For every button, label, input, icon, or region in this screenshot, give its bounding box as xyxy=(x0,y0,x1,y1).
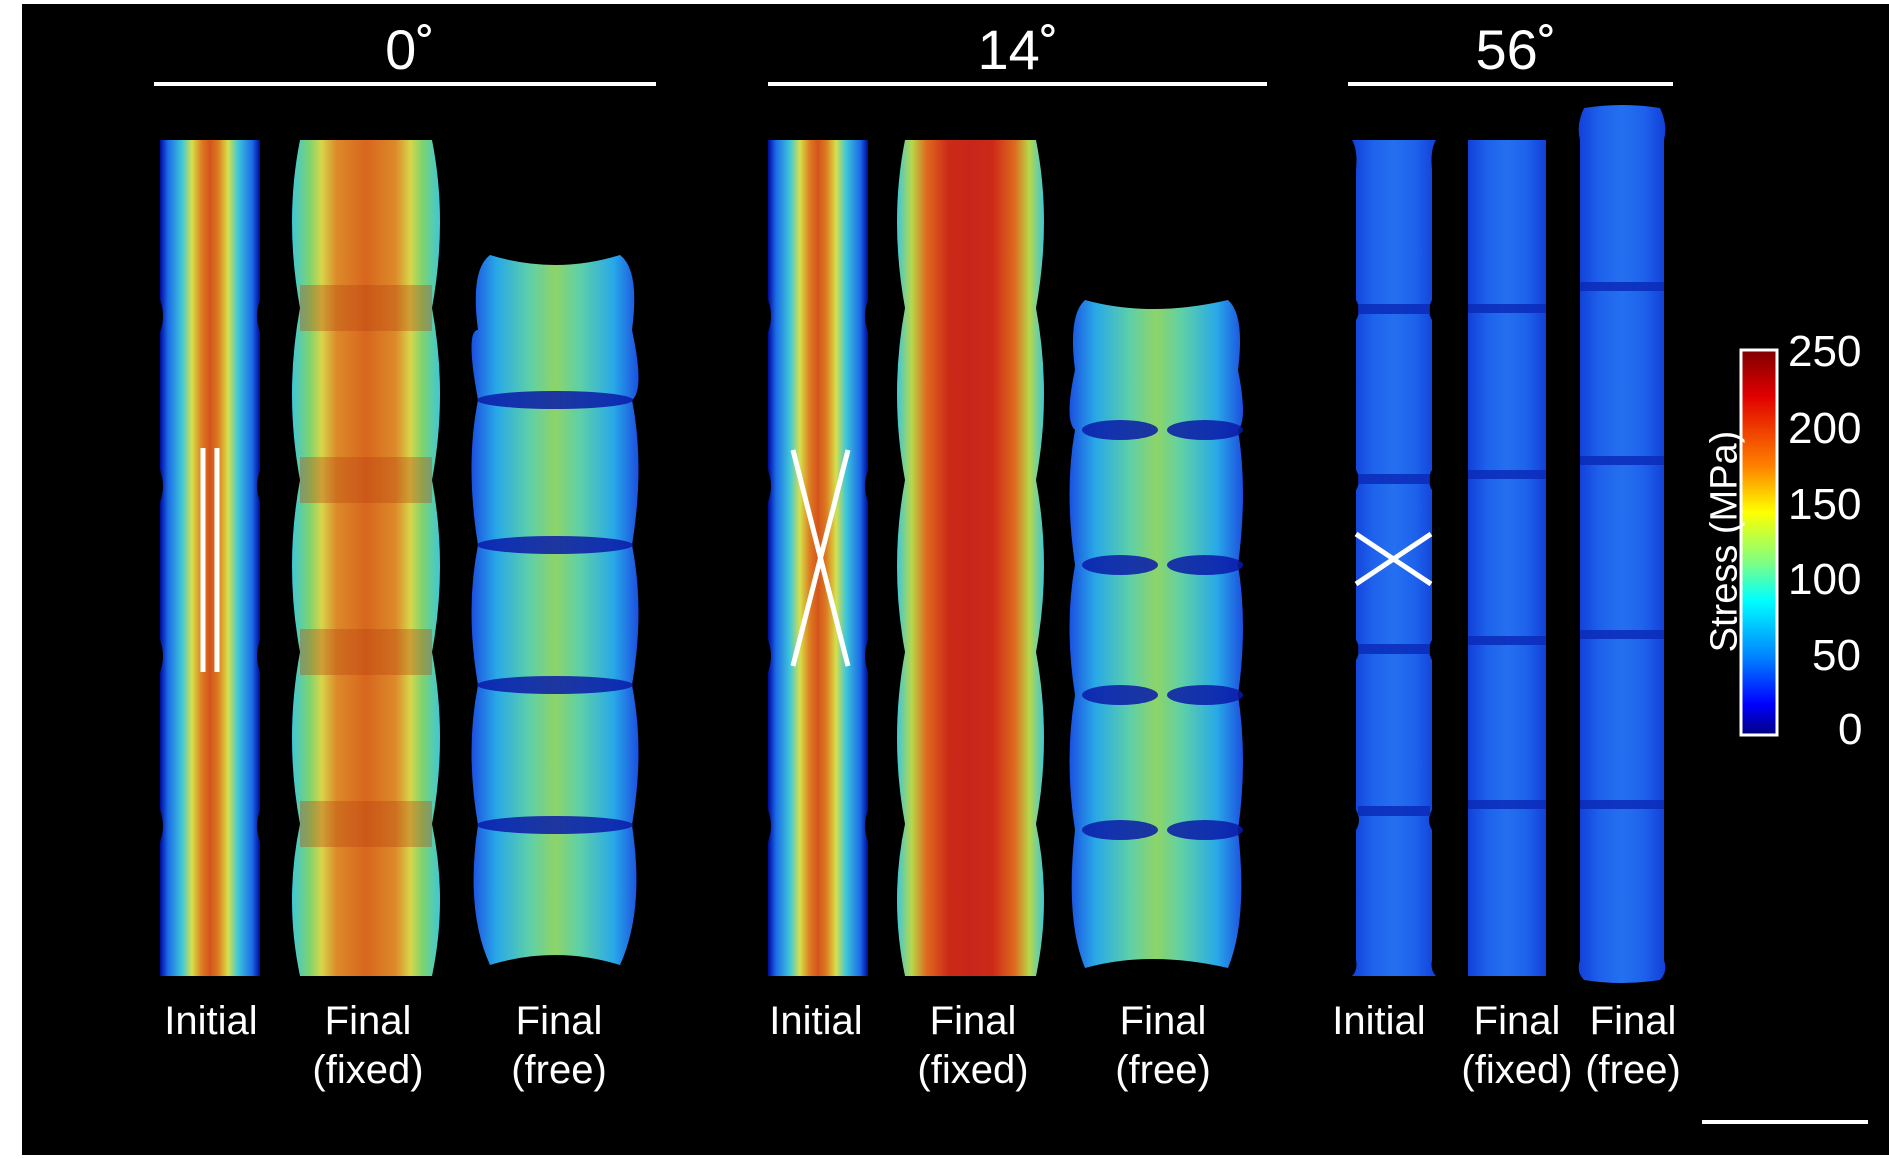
group-14deg-columns xyxy=(768,140,1243,976)
colorbar-tick-200: 200 xyxy=(1788,404,1862,453)
label-14deg-free: Final (free) xyxy=(1115,999,1211,1092)
colorbar-tick-0: 0 xyxy=(1838,705,1863,754)
colorbar-tick-150: 150 xyxy=(1788,480,1862,529)
fiber-orientation-marker-0deg xyxy=(200,448,220,672)
label-14deg-initial: Initial xyxy=(769,999,863,1043)
colorbar xyxy=(1739,348,1779,737)
column-14deg-free xyxy=(1069,300,1243,968)
fiber-orientation-marker-14deg xyxy=(790,449,851,667)
group-title-0deg: 0˚ xyxy=(385,18,435,81)
label-0deg-fixed: Final (fixed) xyxy=(312,999,424,1092)
group-56deg-columns xyxy=(1352,105,1666,983)
label-0deg-initial: Initial xyxy=(164,999,258,1043)
column-0deg-fixed xyxy=(292,140,440,976)
colorbar-tick-50: 50 xyxy=(1812,631,1861,680)
colorbar-tick-250: 250 xyxy=(1788,327,1862,376)
colorbar-tick-100: 100 xyxy=(1788,555,1862,604)
fiber-orientation-marker-56deg xyxy=(1354,531,1433,587)
group-title-14deg: 14˚ xyxy=(977,18,1059,81)
column-56deg-free xyxy=(1578,105,1666,983)
label-14deg-fixed: Final (fixed) xyxy=(917,999,1029,1092)
group-0deg-columns xyxy=(160,140,639,976)
column-0deg-free xyxy=(471,255,639,965)
label-56deg-free: Final (free) xyxy=(1585,999,1681,1092)
group-title-56deg: 56˚ xyxy=(1475,18,1557,81)
colorbar-title: Stress (MPa) xyxy=(1703,430,1746,653)
column-0deg-initial xyxy=(160,140,260,976)
column-14deg-fixed xyxy=(897,140,1044,976)
column-56deg-fixed xyxy=(1468,140,1546,976)
label-0deg-free: Final (free) xyxy=(511,999,607,1092)
label-56deg-fixed: Final (fixed) xyxy=(1461,999,1573,1092)
label-56deg-initial: Initial xyxy=(1332,999,1426,1043)
